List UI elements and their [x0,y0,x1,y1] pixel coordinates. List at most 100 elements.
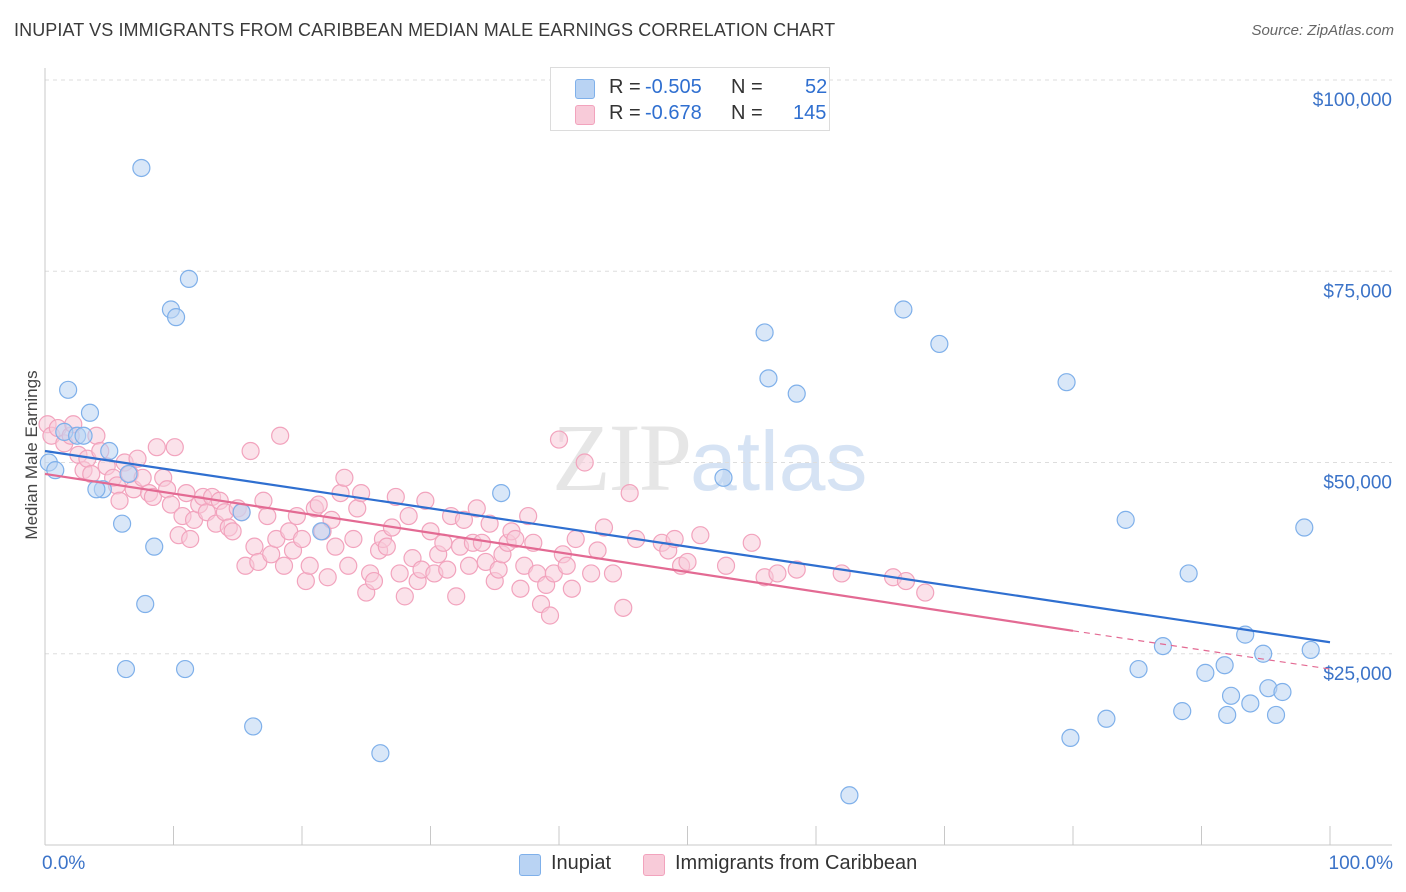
caribbean-point [549,430,569,449]
caribbean-point [110,491,129,510]
caribbean-point [364,571,384,591]
caribbean-point [557,556,576,575]
inupiat-point [1266,705,1286,725]
source-label: Source: ZipAtlas.com [1251,22,1394,39]
inupiat-point [1179,564,1198,583]
caribbean-point [742,533,761,552]
inupiat-point [1057,373,1076,392]
caribbean-point [258,506,277,526]
inupiat-point [132,158,151,178]
inupiat-point [312,522,331,541]
inupiat-point [1196,663,1215,682]
inupiat-point [1221,686,1241,705]
inupiat-point [175,659,195,679]
caribbean-point [161,495,181,514]
caribbean-point [241,441,260,461]
inupiat-point [894,300,913,319]
caribbean-point [691,526,710,545]
caribbean-point [274,556,294,575]
caribbean-point [147,438,166,457]
inupiat-point [1061,728,1080,748]
caribbean-point [447,587,466,606]
caribbean-point [165,438,184,457]
inupiat-point [1273,682,1292,702]
caribbean-point [395,587,414,606]
inupiat-point [930,334,949,354]
inupiat-point [1295,518,1314,537]
bottom-legend-swatch-inupiat [519,854,541,876]
watermark-atlas: atlas [690,414,868,508]
caribbean-point [575,453,594,472]
y-axis-label: Median Male Earnings [22,370,41,539]
caribbean-point [339,556,358,575]
caribbean-point [582,564,601,583]
inupiat-point [100,441,119,461]
inupiat-point [244,717,263,736]
caribbean-point [562,579,581,598]
caribbean-point [603,564,623,583]
inupiat-point [119,464,138,484]
caribbean-point [614,598,633,617]
caribbean-point [832,564,851,583]
legend-swatch-caribbean [575,105,595,125]
bottom-legend-label-inupiat: Inupiat [551,852,612,874]
caribbean-point [296,571,315,591]
caribbean-point [916,583,935,602]
inupiat-point [179,269,199,288]
inupiat-point [74,426,93,445]
inupiat-point [80,403,100,422]
caribbean-point [519,506,538,526]
inupiat-point [371,744,390,763]
inupiat-point [232,503,251,522]
caribbean-point [620,484,639,503]
caribbean-point [768,564,787,583]
legend-n-label: N = [731,102,763,124]
caribbean-point [157,480,177,499]
bottom-legend-swatch-caribbean [643,854,665,876]
caribbean-point [506,529,525,549]
inupiat-point [1097,709,1116,728]
inupiat-point [714,468,733,487]
caribbean-point [434,533,453,552]
inupiat-point [1173,702,1192,721]
caribbean-point [348,499,367,518]
caribbean-point [344,529,363,549]
caribbean-point [438,560,457,579]
caribbean-point [326,537,345,556]
inupiat-point [116,659,136,679]
caribbean-point [143,487,163,507]
legend-r-label: R = [609,102,641,124]
caribbean-point [716,556,736,575]
caribbean-point [300,556,319,575]
caribbean-point [271,426,290,445]
y-tick-label: $50,000 [1323,473,1392,494]
caribbean-point [787,560,806,579]
y-tick-label: $100,000 [1313,90,1392,111]
caribbean-point [467,499,486,518]
caribbean-point [181,529,200,549]
inupiat-point [136,594,155,614]
caribbean-point [287,506,306,526]
inupiat-point [112,514,132,533]
caribbean-point [245,537,264,556]
inupiat-point [1116,510,1135,529]
inupiat-point [759,369,778,388]
inupiat-trend-line [44,449,1331,644]
caribbean-point [399,506,418,526]
caribbean-point [309,495,328,514]
y-tick-label: $25,000 [1323,664,1392,685]
inupiat-point [787,384,806,403]
legend-r-value: -0.678 [645,102,702,124]
legend-n-label: N = [731,76,763,98]
inupiat-point [1218,705,1237,725]
caribbean-point [335,468,354,487]
legend-r-value: -0.505 [645,76,702,98]
inupiat-point [166,308,186,327]
caribbean-point [540,606,560,625]
inupiat-point [59,380,78,399]
caribbean-point [386,487,405,507]
stats-legend: R = -0.505 N = 52 R = -0.678 N = 145 [550,67,830,131]
inupiat-point [145,537,164,556]
y-tick-label: $75,000 [1323,281,1392,302]
